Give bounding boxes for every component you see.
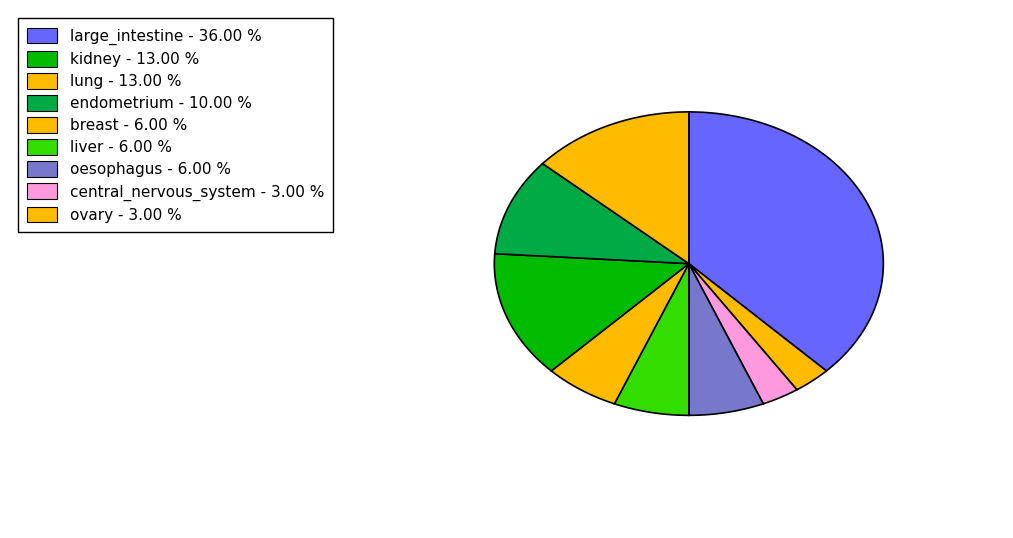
Polygon shape bbox=[494, 164, 689, 264]
Legend: large_intestine - 36.00 %, kidney - 13.00 %, lung - 13.00 %, endometrium - 10.00: large_intestine - 36.00 %, kidney - 13.0… bbox=[18, 18, 333, 232]
Polygon shape bbox=[689, 264, 827, 390]
Polygon shape bbox=[494, 254, 689, 371]
Polygon shape bbox=[551, 264, 689, 404]
Polygon shape bbox=[615, 264, 689, 415]
Polygon shape bbox=[689, 264, 797, 404]
Polygon shape bbox=[689, 264, 763, 415]
Polygon shape bbox=[689, 112, 883, 371]
Polygon shape bbox=[543, 112, 689, 264]
